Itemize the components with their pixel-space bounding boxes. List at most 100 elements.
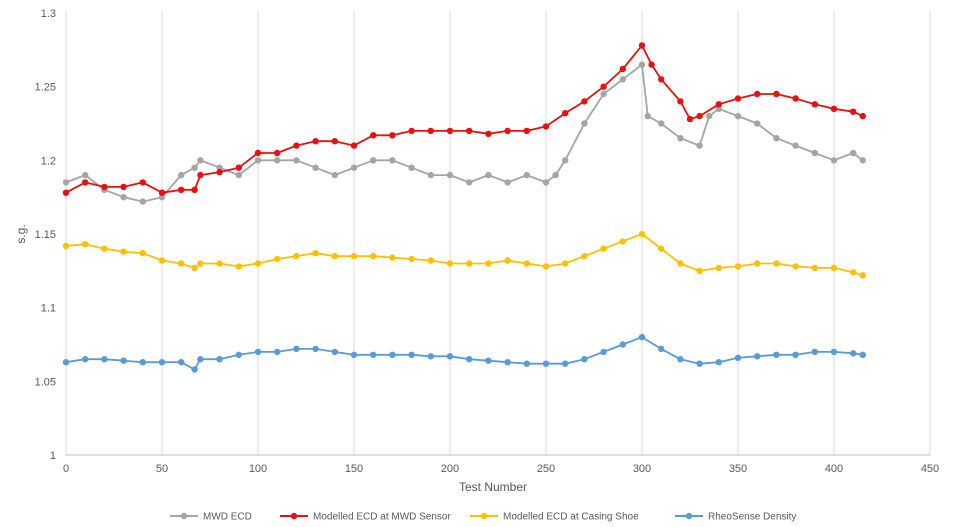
data-point-rheosense-density: [254, 348, 262, 356]
data-point-mwd-ecd: [830, 157, 838, 164]
data-point-modelled-ecd-at-casing-shoe: [235, 263, 242, 270]
data-point-rheosense-density: [62, 359, 70, 366]
data-point-modelled-ecd-at-mwd-sensor: [485, 130, 492, 137]
data-point-modelled-ecd-at-mwd-sensor: [427, 127, 434, 135]
data-point-mwd-ecd: [427, 171, 434, 179]
data-point-mwd-ecd: [523, 171, 530, 179]
data-point-mwd-ecd: [331, 171, 338, 179]
data-point-modelled-ecd-at-mwd-sensor: [120, 183, 127, 191]
data-point-rheosense-density: [562, 360, 569, 367]
data-point-modelled-ecd-at-casing-shoe: [254, 260, 262, 267]
data-point-mwd-ecd: [734, 112, 742, 120]
data-point-modelled-ecd-at-casing-shoe: [466, 260, 473, 267]
data-point-rheosense-density: [120, 357, 127, 364]
series-line-modelled-ecd-at-mwd-sensor: [65, 44, 864, 194]
data-point-mwd-ecd: [600, 90, 607, 98]
data-point-mwd-ecd: [552, 171, 559, 179]
data-point-mwd-ecd: [82, 171, 89, 179]
data-point-rheosense-density: [158, 359, 166, 366]
data-point-rheosense-density: [523, 360, 530, 367]
legend-item-modelled-ecd-at-casing-shoe: Modelled ECD at Casing Shoe: [470, 512, 639, 523]
data-point-modelled-ecd-at-mwd-sensor: [446, 127, 454, 135]
data-point-modelled-ecd-at-mwd-sensor: [830, 105, 838, 113]
data-point-rheosense-density: [811, 348, 818, 356]
data-point-modelled-ecd-at-casing-shoe: [850, 269, 857, 276]
data-point-modelled-ecd-at-casing-shoe: [178, 260, 185, 267]
data-point-modelled-ecd-at-mwd-sensor: [293, 142, 300, 149]
x-tick-label: 450: [921, 463, 939, 475]
data-point-mwd-ecd: [191, 164, 198, 171]
x-tick-label: 300: [633, 463, 651, 475]
data-point-modelled-ecd-at-casing-shoe: [216, 260, 223, 267]
data-point-mwd-ecd: [312, 164, 319, 171]
data-point-modelled-ecd-at-mwd-sensor: [350, 142, 358, 149]
data-point-mwd-ecd: [715, 105, 722, 113]
data-point-modelled-ecd-at-casing-shoe: [734, 263, 742, 270]
y-tick-label: 1.15: [35, 229, 56, 241]
x-tick-label: 150: [345, 463, 363, 475]
data-point-modelled-ecd-at-mwd-sensor: [600, 83, 607, 90]
data-point-rheosense-density: [427, 353, 434, 360]
series-layer: [62, 42, 866, 373]
data-point-rheosense-density: [696, 360, 703, 367]
data-point-rheosense-density: [677, 356, 684, 363]
x-tick-label: 100: [249, 463, 267, 475]
data-point-modelled-ecd-at-casing-shoe: [408, 255, 415, 263]
data-point-rheosense-density: [82, 356, 89, 363]
data-point-rheosense-density: [139, 359, 146, 366]
legend-swatch-marker: [685, 512, 693, 520]
data-point-mwd-ecd: [293, 157, 300, 164]
data-point-modelled-ecd-at-mwd-sensor: [62, 189, 70, 196]
data-point-modelled-ecd-at-casing-shoe: [197, 260, 204, 267]
data-point-rheosense-density: [178, 359, 185, 366]
data-point-modelled-ecd-at-mwd-sensor: [158, 189, 166, 196]
data-point-rheosense-density: [446, 353, 454, 360]
legend-swatch-marker: [180, 512, 188, 520]
data-point-modelled-ecd-at-casing-shoe: [581, 252, 588, 260]
data-point-modelled-ecd-at-mwd-sensor: [581, 98, 588, 105]
data-point-rheosense-density: [408, 351, 415, 358]
data-point-modelled-ecd-at-casing-shoe: [542, 263, 550, 270]
data-point-rheosense-density: [216, 356, 223, 363]
data-point-mwd-ecd: [638, 61, 646, 68]
legend: MWD ECD Modelled ECD at MWD Sensor Modelle…: [170, 512, 796, 523]
data-point-mwd-ecd: [754, 120, 761, 127]
data-point-modelled-ecd-at-mwd-sensor: [191, 186, 198, 193]
data-point-rheosense-density: [792, 351, 799, 358]
data-point-modelled-ecd-at-mwd-sensor: [504, 127, 511, 135]
y-tick-label: 1.3: [41, 8, 56, 20]
data-point-mwd-ecd: [158, 194, 166, 201]
data-point-mwd-ecd: [850, 149, 857, 157]
data-point-modelled-ecd-at-mwd-sensor: [686, 115, 694, 123]
legend-label: RheoSense Density: [708, 512, 796, 523]
data-point-rheosense-density: [235, 351, 242, 358]
data-point-mwd-ecd: [466, 179, 473, 186]
data-point-mwd-ecd: [120, 194, 127, 201]
legend-swatch-marker: [480, 512, 488, 520]
data-point-mwd-ecd: [504, 179, 511, 186]
data-point-mwd-ecd: [562, 157, 569, 164]
y-tick-label: 1.1: [41, 303, 56, 315]
data-point-rheosense-density: [101, 356, 108, 363]
legend-item-modelled-ecd-at-mwd-sensor: Modelled ECD at MWD Sensor: [280, 512, 451, 523]
legend-swatch-marker: [290, 512, 298, 520]
data-point-modelled-ecd-at-casing-shoe: [859, 272, 866, 279]
data-point-modelled-ecd-at-mwd-sensor: [677, 98, 684, 105]
data-point-modelled-ecd-at-casing-shoe: [638, 230, 646, 238]
data-point-modelled-ecd-at-mwd-sensor: [139, 179, 146, 186]
data-point-mwd-ecd: [370, 157, 377, 164]
data-point-modelled-ecd-at-casing-shoe: [62, 242, 70, 249]
data-point-modelled-ecd-at-casing-shoe: [562, 260, 569, 267]
data-point-modelled-ecd-at-casing-shoe: [811, 264, 818, 272]
data-point-rheosense-density: [600, 348, 607, 356]
y-tick-label: 1.2: [41, 155, 56, 167]
data-point-rheosense-density: [312, 345, 319, 353]
data-point-modelled-ecd-at-mwd-sensor: [754, 90, 761, 98]
data-point-modelled-ecd-at-mwd-sensor: [542, 123, 550, 130]
data-point-rheosense-density: [734, 354, 742, 361]
data-point-mwd-ecd: [254, 157, 262, 164]
data-point-modelled-ecd-at-casing-shoe: [139, 250, 146, 257]
data-point-modelled-ecd-at-mwd-sensor: [523, 127, 530, 135]
data-point-modelled-ecd-at-mwd-sensor: [216, 168, 223, 176]
